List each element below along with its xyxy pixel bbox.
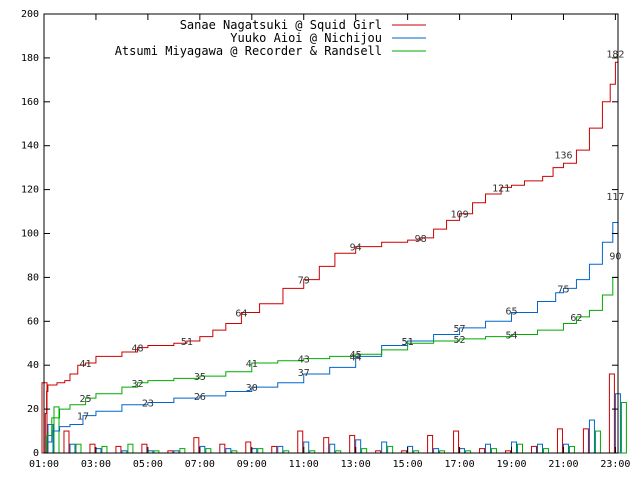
y-tick-label: 180: [21, 53, 39, 64]
point-labels: 41 48 51 64 79 94 98 109 121 136 182 17 23 26 30 37 44 51…: [77, 50, 624, 423]
data-label: 90: [609, 251, 621, 262]
y-tick-label: 80: [27, 272, 39, 283]
legend-entry-label: Sanae Nagatsuki @ Squid Girl: [180, 18, 382, 32]
y-tick-label: 200: [21, 9, 39, 20]
x-tick-label: 23:00: [600, 459, 630, 470]
data-label: 41: [80, 359, 92, 370]
x-tick-label: 01:00: [29, 459, 59, 470]
data-label: 121: [492, 183, 510, 194]
y-tick-label: 120: [21, 185, 39, 196]
series-line: [44, 53, 619, 454]
data-label: 136: [554, 150, 572, 161]
data-label: 75: [557, 284, 569, 295]
data-label: 182: [606, 50, 624, 61]
data-label: 62: [570, 313, 582, 324]
data-label: 57: [454, 324, 466, 335]
y-tick-label: 40: [27, 360, 39, 371]
series-line: [44, 255, 619, 454]
data-label: 117: [606, 192, 624, 203]
data-label: 32: [131, 379, 143, 390]
data-label: 25: [80, 394, 92, 405]
y-tick-label: 60: [27, 316, 39, 327]
data-label: 41: [246, 359, 258, 370]
data-label: 94: [350, 243, 362, 254]
data-label: 52: [454, 335, 466, 346]
data-label: 23: [142, 399, 154, 410]
axis-ticks: 0 20 40 60 80 100 120 140 160 180 200 01:00 03:00 05:…: [21, 9, 631, 470]
data-label: 45: [350, 350, 362, 361]
x-tick-label: 13:00: [341, 459, 371, 470]
y-tick-label: 20: [27, 404, 39, 415]
y-tick-label: 140: [21, 141, 39, 152]
data-label: 51: [181, 337, 193, 348]
data-label: 54: [505, 330, 517, 341]
x-tick-label: 15:00: [393, 459, 423, 470]
data-label: 17: [77, 412, 89, 423]
x-tick-label: 19:00: [496, 459, 526, 470]
x-tick-label: 21:00: [548, 459, 578, 470]
x-tick-label: 05:00: [133, 459, 163, 470]
series-lines: [44, 53, 619, 454]
y-tick-label: 100: [21, 229, 39, 240]
legend-entry-label: Atsumi Miyagawa @ Recorder & Randsell: [115, 44, 382, 58]
x-tick-label: 07:00: [185, 459, 215, 470]
x-tick-label: 11:00: [289, 459, 319, 470]
data-label: 44: [350, 352, 362, 363]
y-tick-label: 160: [21, 97, 39, 108]
data-label: 79: [298, 276, 310, 287]
data-label: 35: [194, 372, 206, 383]
x-tick-label: 03:00: [81, 459, 111, 470]
data-label: 51: [402, 337, 414, 348]
data-label: 64: [235, 309, 247, 320]
legend-entry-label: Yuuko Aioi @ Nichijou: [230, 31, 382, 45]
data-label: 98: [415, 234, 427, 245]
x-tick-label: 09:00: [237, 459, 267, 470]
data-label: 51: [402, 337, 414, 348]
data-label: 30: [246, 383, 258, 394]
data-label: 37: [298, 368, 310, 379]
data-label: 43: [298, 355, 310, 366]
data-label: 26: [194, 392, 206, 403]
data-label: 109: [451, 210, 469, 221]
data-label: 65: [505, 306, 517, 317]
data-label: 48: [131, 344, 143, 355]
y-tick-label: 0: [33, 448, 39, 459]
series-line: [44, 196, 619, 454]
x-tick-label: 17:00: [445, 459, 475, 470]
hourly-bar: [620, 402, 627, 454]
